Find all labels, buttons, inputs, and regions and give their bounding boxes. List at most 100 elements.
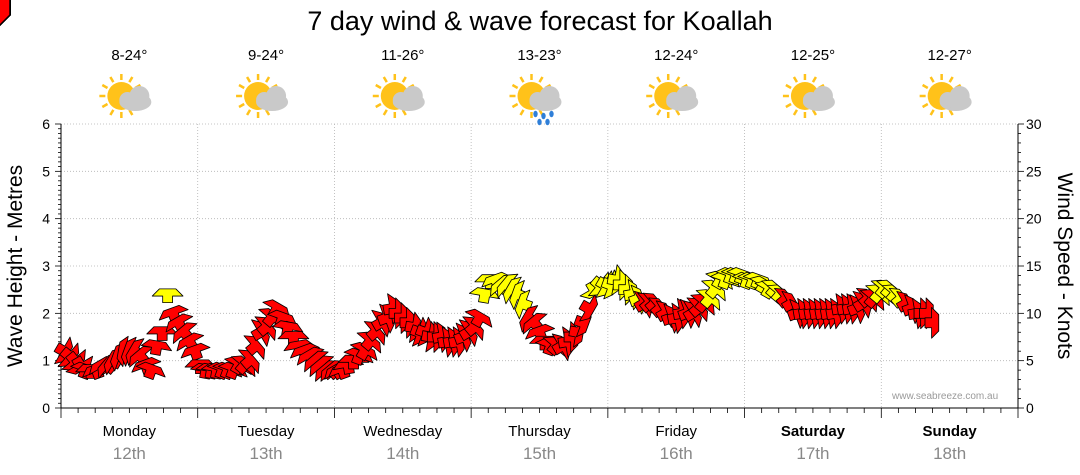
sun-ray: [375, 102, 382, 109]
sun-ray: [245, 76, 252, 83]
wind-arrow: [464, 308, 493, 329]
day-temp-label: 12-24°: [654, 47, 698, 64]
sun-ray: [656, 76, 662, 83]
sun-ray: [648, 102, 655, 109]
day-date-label: 12th: [113, 444, 146, 463]
sun-ray: [921, 83, 929, 90]
grid-layer: [61, 123, 1018, 408]
y-left-tick-label: 1: [42, 353, 50, 369]
sun-ray: [811, 109, 818, 116]
rain-drop: [541, 112, 546, 120]
y-right-tick-label: 25: [1026, 163, 1042, 179]
wind-arrow: [349, 341, 378, 362]
chart-title: 7 day wind & wave forecast for Koallah: [307, 6, 773, 36]
wind-arrow: [243, 335, 266, 360]
wind-arrow: [140, 339, 172, 356]
wind-arrow-layer: [0, 0, 940, 382]
sun-ray: [675, 109, 681, 116]
wind-arrow: [376, 303, 395, 334]
wind-arrow: [254, 316, 277, 341]
day-temp-label: 13-23°: [517, 47, 561, 64]
day-name-label: Wednesday: [363, 423, 442, 440]
day-date-label: 14th: [386, 444, 419, 463]
y-left-tick-label: 2: [42, 305, 50, 321]
day-temp-label: 12-27°: [927, 47, 971, 64]
y-left-tick-label: 3: [42, 258, 50, 274]
y-right-axis-title: Wind Speed - Knots: [1053, 173, 1076, 360]
showers-icon: [509, 74, 562, 126]
day-name-label: Sunday: [923, 423, 978, 440]
y-right-tick-label: 20: [1026, 211, 1042, 227]
sun-ray: [948, 76, 954, 83]
partly-cloudy-icon: [919, 74, 972, 118]
day-date-label: 18th: [933, 444, 966, 463]
day-date-label: 16th: [660, 444, 693, 463]
partly-cloudy-icon: [99, 74, 152, 118]
sun-ray: [519, 76, 525, 83]
day-name-label: Saturday: [781, 423, 846, 440]
cloud-puff: [256, 92, 273, 108]
sun-ray: [401, 76, 407, 83]
sun-ray: [648, 83, 655, 90]
rain-drop: [545, 118, 550, 126]
y-right-tick-label: 15: [1026, 258, 1042, 274]
wind-arrow: [151, 288, 184, 304]
sun-ray: [128, 109, 134, 116]
rain-drop: [533, 110, 538, 118]
y-right-tick-label: 5: [1026, 353, 1034, 369]
partly-cloudy-icon: [782, 74, 835, 118]
wind-arrow: [701, 279, 726, 302]
day-temp-label: 12-25°: [791, 47, 835, 64]
y-left-axis-title: Wave Height - Metres: [4, 165, 27, 367]
sun-ray: [785, 83, 792, 90]
partly-cloudy-icon: [236, 74, 289, 118]
sun-ray: [101, 83, 109, 90]
sun-ray: [264, 109, 271, 116]
wind-arrow: [514, 289, 533, 320]
sun-ray: [929, 109, 935, 116]
rain-drop: [549, 110, 554, 118]
day-temp-label: 8-24°: [111, 47, 147, 64]
day-date-label: 13th: [250, 444, 283, 463]
sun-ray: [785, 102, 792, 109]
wind-arrow: [924, 306, 940, 339]
sun-ray: [792, 109, 799, 116]
sun-ray: [238, 83, 245, 90]
y-left-tick-label: 0: [42, 400, 50, 416]
day-name-label: Monday: [103, 423, 157, 440]
wind-arrow: [462, 316, 484, 341]
y-right-tick-label: 0: [1026, 400, 1034, 416]
wind-arrow: [238, 349, 260, 374]
sun-ray: [948, 109, 954, 116]
sun-ray: [538, 76, 544, 83]
sun-ray: [811, 76, 818, 83]
wind-arrow: [180, 342, 211, 362]
day-temp-label: 11-26°: [381, 47, 424, 64]
sun-ray: [382, 76, 388, 83]
sun-ray: [401, 109, 407, 116]
weather-layer: [99, 74, 972, 126]
sun-ray: [109, 109, 115, 116]
day-date-label: 17th: [796, 444, 829, 463]
partly-cloudy-icon: [646, 74, 699, 118]
sun-ray: [921, 102, 929, 109]
cloud-puff: [119, 92, 136, 108]
sun-ray: [375, 83, 382, 90]
sun-ray: [929, 76, 935, 83]
y-left-tick-label: 6: [42, 116, 50, 132]
cloud-puff: [939, 92, 956, 108]
day-name-label: Thursday: [508, 423, 571, 440]
cloud-puff: [802, 92, 819, 108]
y-left-tick-label: 5: [42, 163, 50, 179]
sun-ray: [675, 76, 681, 83]
sun-ray: [519, 109, 525, 116]
rain-drop: [537, 118, 542, 126]
sun-ray: [511, 102, 519, 109]
cloud-puff: [392, 92, 409, 108]
sun-ray: [245, 109, 252, 116]
label-layer: 0 1 2 3 4 5 6 0 5 10 15 20 25 30 Monday 12th 8-24° Tuesda…: [4, 47, 1076, 463]
sun-ray: [511, 83, 519, 90]
wind-arrow: [0, 0, 11, 27]
y-right-tick-label: 30: [1026, 116, 1042, 132]
wind-arrow: [695, 289, 721, 311]
